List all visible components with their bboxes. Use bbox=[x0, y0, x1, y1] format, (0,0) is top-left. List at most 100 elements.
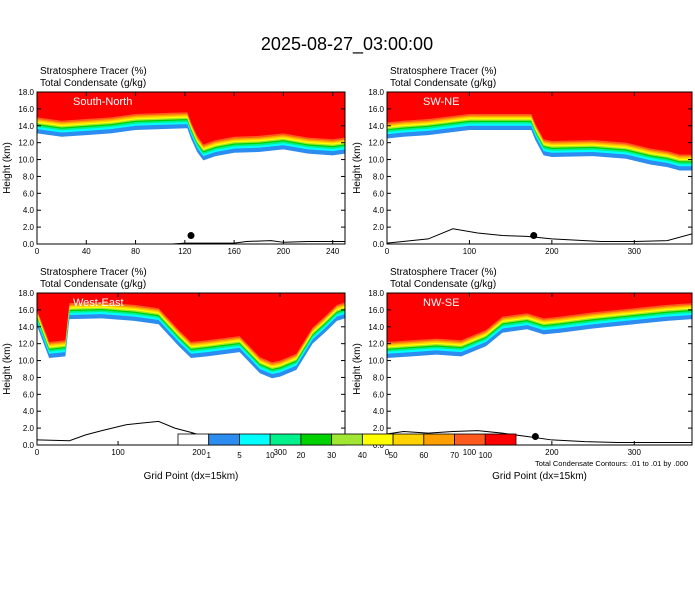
colorbar-label: 1 bbox=[207, 451, 212, 460]
x-tick-label: 100 bbox=[463, 448, 477, 457]
panel-label: SW-NE bbox=[423, 96, 459, 108]
y-tick-label: 0.0 bbox=[23, 441, 35, 450]
y-tick-label: 10.0 bbox=[18, 357, 34, 366]
colorbar-box bbox=[208, 433, 240, 446]
colorbar-label: 10 bbox=[266, 451, 275, 460]
colorbar-box bbox=[423, 433, 455, 446]
y-tick-label: 4.0 bbox=[373, 206, 385, 215]
x-tick-label: 0 bbox=[35, 247, 40, 256]
y-tick-label: 18.0 bbox=[18, 88, 34, 97]
subtitle-condensate: Total Condensate (g/kg) bbox=[390, 78, 496, 89]
x-tick-label: 200 bbox=[192, 448, 206, 457]
contour-note: Total Condensate Contours: .01 to .01 by… bbox=[535, 459, 688, 468]
colorbar-label: 5 bbox=[237, 451, 242, 460]
y-tick-label: 14.0 bbox=[368, 323, 384, 332]
x-tick-label: 80 bbox=[131, 247, 140, 256]
x-tick-label: 120 bbox=[178, 247, 192, 256]
y-tick-label: 10.0 bbox=[368, 156, 384, 165]
x-tick-label: 40 bbox=[82, 247, 91, 256]
subtitle-tracer: Stratosphere Tracer (%) bbox=[40, 267, 147, 278]
panel-west-east: West-East Stratosphere Tracer (%)Total Co… bbox=[2, 267, 346, 482]
panel-label: NW-SE bbox=[423, 297, 459, 309]
y-tick-label: 12.0 bbox=[18, 139, 34, 148]
subtitle-condensate: Total Condensate (g/kg) bbox=[40, 78, 146, 89]
y-tick-label: 6.0 bbox=[373, 189, 385, 198]
x-tick-label: 0 bbox=[385, 247, 390, 256]
y-tick-label: 2.0 bbox=[23, 223, 35, 232]
y-tick-label: 4.0 bbox=[23, 206, 35, 215]
x-tick-label: 0 bbox=[385, 448, 390, 457]
y-tick-label: 12.0 bbox=[18, 340, 34, 349]
panel-label: West-East bbox=[73, 297, 124, 309]
y-tick-label: 8.0 bbox=[23, 373, 35, 382]
terrain-line bbox=[37, 240, 345, 244]
x-tick-label: 100 bbox=[111, 448, 125, 457]
y-tick-label: 16.0 bbox=[18, 306, 34, 315]
y-axis-label: Height (km) bbox=[2, 343, 13, 395]
y-tick-label: 8.0 bbox=[373, 172, 385, 181]
terrain-line bbox=[387, 228, 692, 244]
plot-area bbox=[37, 92, 345, 244]
y-tick-label: 6.0 bbox=[23, 390, 35, 399]
plot-area bbox=[387, 293, 692, 443]
colorbar-label: 20 bbox=[296, 451, 305, 460]
tracer-band-10 bbox=[387, 293, 692, 342]
colorbar-label: 70 bbox=[450, 451, 459, 460]
y-tick-label: 8.0 bbox=[23, 172, 35, 181]
plot-frame bbox=[386, 292, 693, 446]
y-tick-label: 18.0 bbox=[368, 88, 384, 97]
x-tick-label: 240 bbox=[326, 247, 340, 256]
y-tick-label: 2.0 bbox=[373, 223, 385, 232]
y-tick-label: 18.0 bbox=[18, 289, 34, 298]
panel-south-north: South-North Stratosphere Tracer (%)Total … bbox=[2, 66, 346, 256]
colorbar-box bbox=[331, 433, 363, 446]
colorbar-box bbox=[239, 433, 271, 446]
colorbar-box bbox=[300, 433, 333, 446]
y-axis-label: Height (km) bbox=[352, 142, 363, 194]
colorbar-box bbox=[392, 433, 425, 446]
colorbar: 1 5 10 20 30 40 50 60 70 100 bbox=[177, 433, 517, 460]
subtitle-tracer: Stratosphere Tracer (%) bbox=[40, 66, 147, 77]
colorbar-label: 50 bbox=[389, 451, 398, 460]
y-tick-label: 12.0 bbox=[368, 340, 384, 349]
location-marker bbox=[187, 232, 195, 240]
tracer-band-10 bbox=[37, 92, 345, 145]
figure-title: 2025-08-27_03:00:00 bbox=[261, 34, 433, 55]
location-marker bbox=[530, 232, 538, 240]
y-tick-label: 14.0 bbox=[368, 122, 384, 131]
y-tick-label: 0.0 bbox=[23, 240, 35, 249]
y-tick-label: 12.0 bbox=[368, 139, 384, 148]
x-tick-label: 160 bbox=[227, 247, 241, 256]
y-tick-label: 6.0 bbox=[23, 189, 35, 198]
panel-sw-ne: SW-NE Stratosphere Tracer (%)Total Conden… bbox=[352, 66, 693, 256]
tracer-band-10 bbox=[37, 293, 345, 363]
y-tick-label: 0.0 bbox=[373, 240, 385, 249]
x-tick-label: 200 bbox=[545, 448, 559, 457]
y-tick-label: 16.0 bbox=[368, 105, 384, 114]
y-tick-label: 14.0 bbox=[18, 122, 34, 131]
tracer-band-10 bbox=[387, 92, 692, 155]
y-tick-label: 4.0 bbox=[373, 407, 385, 416]
x-tick-label: 300 bbox=[628, 448, 642, 457]
y-tick-label: 16.0 bbox=[18, 105, 34, 114]
y-tick-label: 8.0 bbox=[373, 373, 385, 382]
colorbar-box bbox=[269, 433, 302, 446]
subtitle-tracer: Stratosphere Tracer (%) bbox=[390, 267, 497, 278]
colorbar-box bbox=[484, 433, 517, 446]
plot-frame bbox=[386, 91, 693, 245]
x-tick-label: 200 bbox=[277, 247, 291, 256]
plot-frame bbox=[36, 91, 346, 245]
colorbar-box bbox=[177, 433, 210, 446]
y-tick-label: 14.0 bbox=[18, 323, 34, 332]
y-tick-label: 6.0 bbox=[373, 390, 385, 399]
y-tick-label: 2.0 bbox=[23, 424, 35, 433]
subtitle-tracer: Stratosphere Tracer (%) bbox=[390, 66, 497, 77]
subtitle-condensate: Total Condensate (g/kg) bbox=[40, 279, 146, 290]
subtitle-condensate: Total Condensate (g/kg) bbox=[390, 279, 496, 290]
colorbar-box bbox=[361, 433, 394, 446]
location-marker bbox=[531, 433, 539, 441]
y-tick-label: 10.0 bbox=[368, 357, 384, 366]
